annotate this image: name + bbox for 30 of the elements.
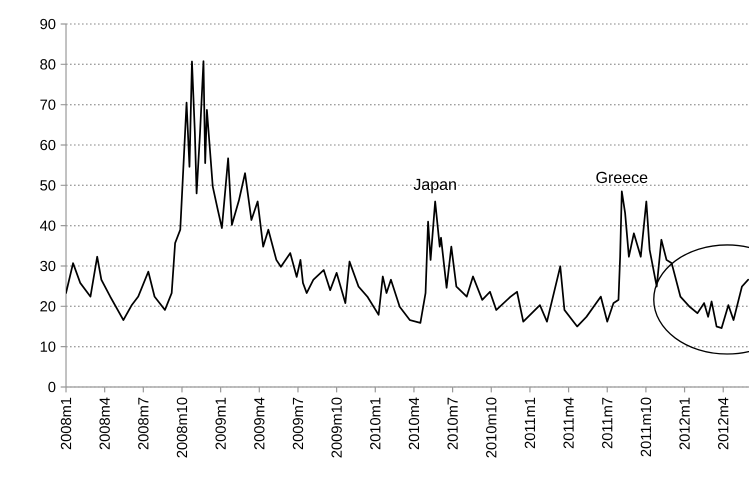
y-tick-label: 30 (40, 260, 56, 272)
x-tick-label: 2011m4 (563, 397, 574, 448)
x-tick-label: 2010m1 (370, 398, 380, 450)
y-tick-label: 10 (40, 341, 56, 352)
x-tick-label: 2011m10 (640, 398, 652, 456)
x-tick-label: 2010m4 (408, 397, 420, 450)
x-tick-label: 2008m7 (138, 398, 149, 450)
x-tick-label: 2008m1 (60, 398, 72, 450)
x-tick-label: 2009m7 (292, 398, 304, 450)
y-tick-label: 80 (40, 59, 56, 70)
x-tick-label: 2008m10 (176, 398, 188, 458)
x-tick-label: 2011m7 (602, 398, 612, 448)
x-tick-label: 2009m4 (254, 397, 265, 450)
x-tick-label: 2012m1 (679, 398, 690, 450)
annotation: Japan (414, 178, 456, 194)
y-tick-label: 70 (40, 99, 56, 110)
x-tick-label: 2009m1 (215, 398, 226, 450)
x-tick-label: 2008m4 (99, 397, 110, 450)
y-tick-label: 20 (40, 301, 56, 312)
x-tick-label: 2010m10 (486, 398, 496, 458)
x-tick-label: 2009m10 (331, 398, 342, 458)
x-tick-label: 2010m7 (447, 398, 458, 450)
y-tick-label: 0 (48, 382, 56, 392)
x-tick-label: 2012m4 (718, 397, 728, 450)
annotation: Greece (596, 172, 648, 184)
x-tick-label: 2011m1 (524, 398, 536, 448)
y-tick-label: 90 (40, 18, 56, 30)
y-tick-label: 40 (40, 220, 56, 231)
y-tick-label: 50 (40, 180, 56, 191)
y-tick-label: 60 (40, 140, 56, 150)
